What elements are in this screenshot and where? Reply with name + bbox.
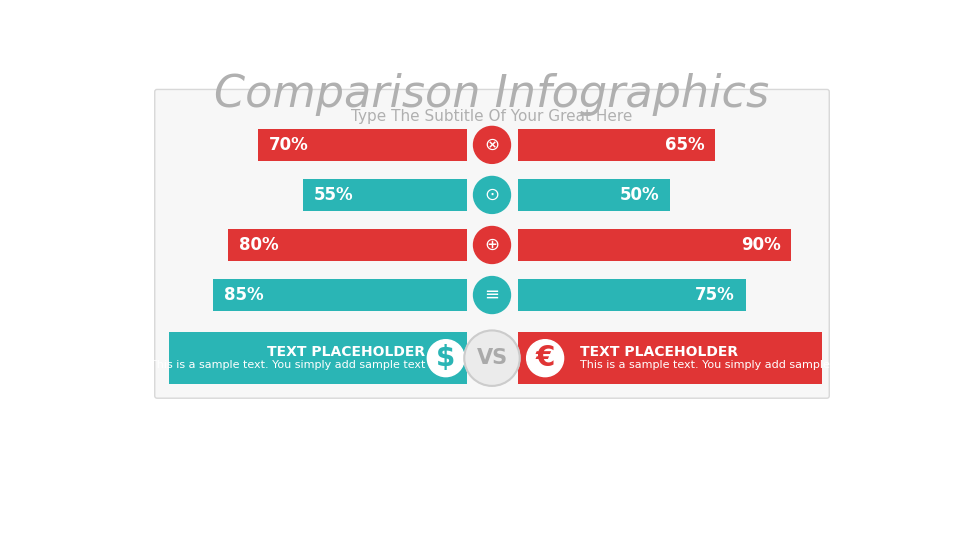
Circle shape	[465, 330, 519, 386]
Text: This is a sample text. You simply add sample text: This is a sample text. You simply add sa…	[580, 360, 855, 370]
FancyBboxPatch shape	[518, 179, 670, 211]
Text: 80%: 80%	[239, 236, 278, 254]
Text: 90%: 90%	[741, 236, 780, 254]
FancyBboxPatch shape	[213, 279, 468, 311]
FancyBboxPatch shape	[518, 332, 822, 384]
Text: This is a sample text. You simply add sample text: This is a sample text. You simply add sa…	[150, 360, 425, 370]
Circle shape	[427, 340, 465, 377]
Text: 55%: 55%	[314, 186, 353, 204]
FancyBboxPatch shape	[155, 90, 829, 398]
Text: 75%: 75%	[695, 286, 735, 304]
FancyBboxPatch shape	[518, 229, 791, 261]
Text: 50%: 50%	[619, 186, 660, 204]
Text: TEXT PLACEHOLDER: TEXT PLACEHOLDER	[580, 345, 738, 359]
Text: ⊙: ⊙	[485, 186, 499, 204]
Text: €: €	[536, 344, 555, 372]
Circle shape	[473, 177, 511, 213]
Circle shape	[527, 340, 564, 377]
FancyBboxPatch shape	[258, 129, 468, 161]
FancyBboxPatch shape	[518, 279, 746, 311]
Text: $: $	[436, 344, 455, 372]
FancyBboxPatch shape	[228, 229, 468, 261]
Circle shape	[473, 226, 511, 264]
Text: 65%: 65%	[665, 136, 705, 154]
Text: 70%: 70%	[269, 136, 309, 154]
FancyBboxPatch shape	[303, 179, 468, 211]
Text: ⊗: ⊗	[485, 136, 499, 154]
Text: TEXT PLACEHOLDER: TEXT PLACEHOLDER	[267, 345, 425, 359]
FancyBboxPatch shape	[169, 332, 468, 384]
Circle shape	[473, 276, 511, 314]
Text: Comparison Infographics: Comparison Infographics	[214, 72, 770, 116]
Text: VS: VS	[476, 348, 508, 368]
Text: ≡: ≡	[485, 286, 499, 304]
Text: ⊕: ⊕	[485, 236, 499, 254]
Text: Type The Subtitle Of Your Great Here: Type The Subtitle Of Your Great Here	[351, 109, 633, 124]
Circle shape	[473, 126, 511, 164]
Text: 85%: 85%	[225, 286, 264, 304]
FancyBboxPatch shape	[518, 129, 715, 161]
